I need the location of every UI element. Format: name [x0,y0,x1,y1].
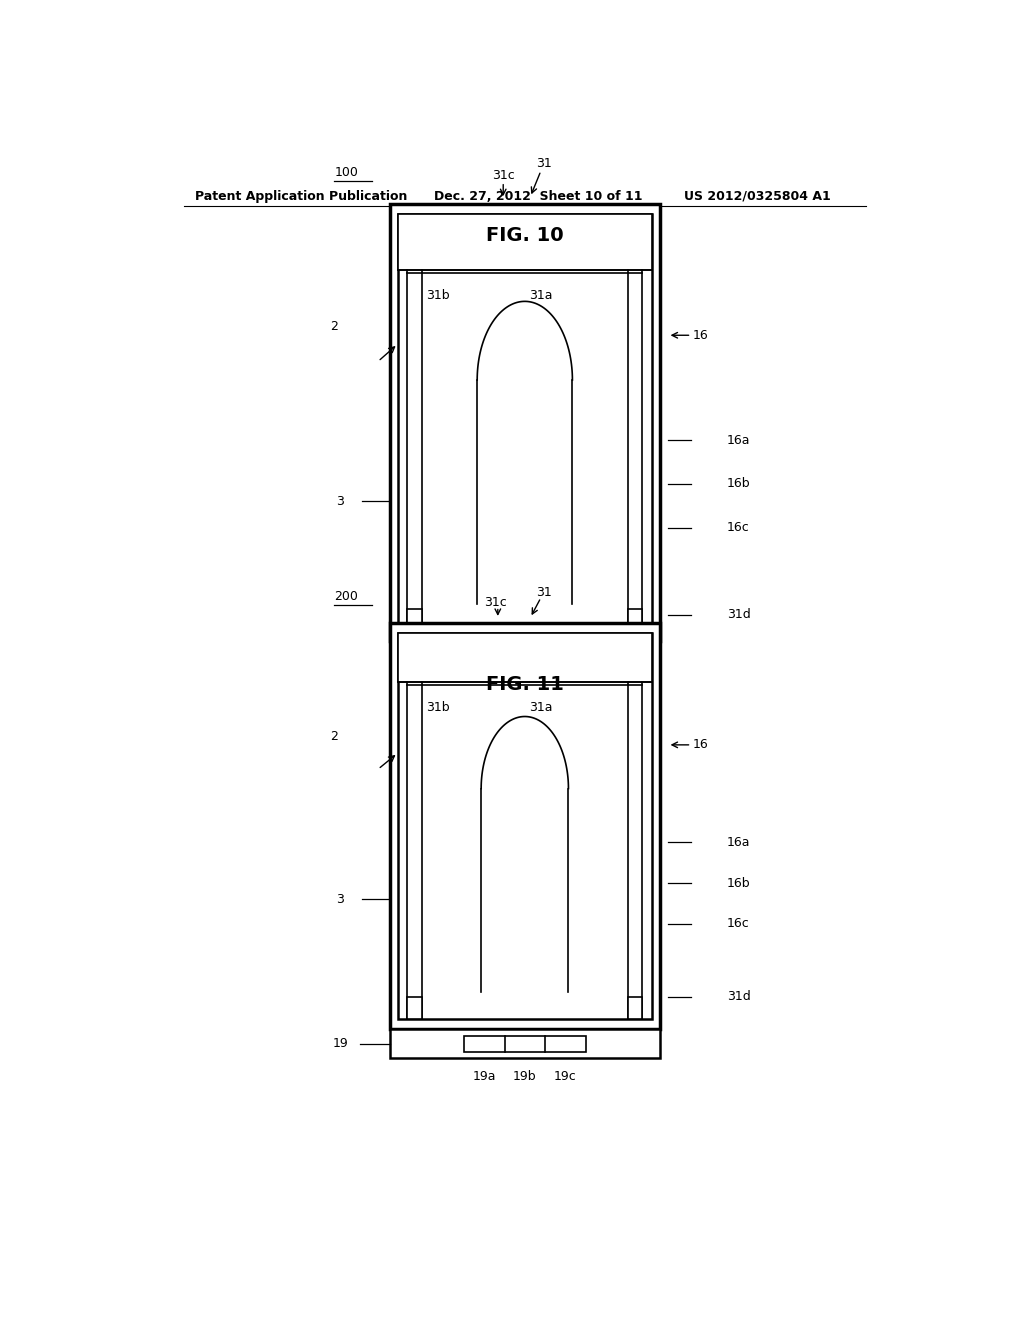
Text: 31b: 31b [426,701,450,714]
Text: 31c: 31c [493,169,515,182]
Text: Patent Application Publication: Patent Application Publication [196,190,408,202]
Text: 16a: 16a [727,434,751,446]
Text: 31c: 31c [484,597,507,609]
Text: 16c: 16c [727,521,750,535]
Text: FIG. 10: FIG. 10 [486,226,563,246]
Text: 2: 2 [331,730,338,743]
Text: 16a: 16a [727,836,751,849]
Bar [390,623,659,1030]
Bar [397,214,652,271]
Text: 19b: 19b [513,1069,537,1082]
Text: 31: 31 [536,157,551,170]
Text: 16: 16 [693,329,709,342]
Text: 19a: 19a [473,1069,496,1082]
Bar [390,1030,659,1057]
Text: FIG. 11: FIG. 11 [485,676,564,694]
Text: 19c: 19c [554,1069,577,1082]
Bar [408,609,422,631]
Text: 16b: 16b [727,876,751,890]
Text: 31b: 31b [426,289,450,302]
Text: 19: 19 [333,1038,348,1051]
Bar [397,214,652,631]
Text: 3: 3 [336,495,344,508]
Text: 31d: 31d [727,990,751,1003]
Text: 200: 200 [334,590,358,602]
Bar [464,1036,586,1052]
Text: 31d: 31d [727,609,751,622]
Text: Dec. 27, 2012  Sheet 10 of 11: Dec. 27, 2012 Sheet 10 of 11 [433,190,642,202]
Bar [408,997,422,1019]
Text: 16: 16 [693,738,709,751]
Bar [628,997,642,1019]
Bar [397,634,652,1019]
Text: 31a: 31a [528,289,552,302]
Text: 31: 31 [536,586,551,599]
Bar [397,634,652,682]
Bar [390,205,659,642]
Text: 16c: 16c [727,917,750,931]
Text: 31a: 31a [528,701,552,714]
Bar [628,609,642,631]
Text: 16b: 16b [727,478,751,490]
Text: 3: 3 [336,892,344,906]
Text: US 2012/0325804 A1: US 2012/0325804 A1 [684,190,830,202]
Text: 100: 100 [334,166,358,178]
Text: 2: 2 [331,319,338,333]
